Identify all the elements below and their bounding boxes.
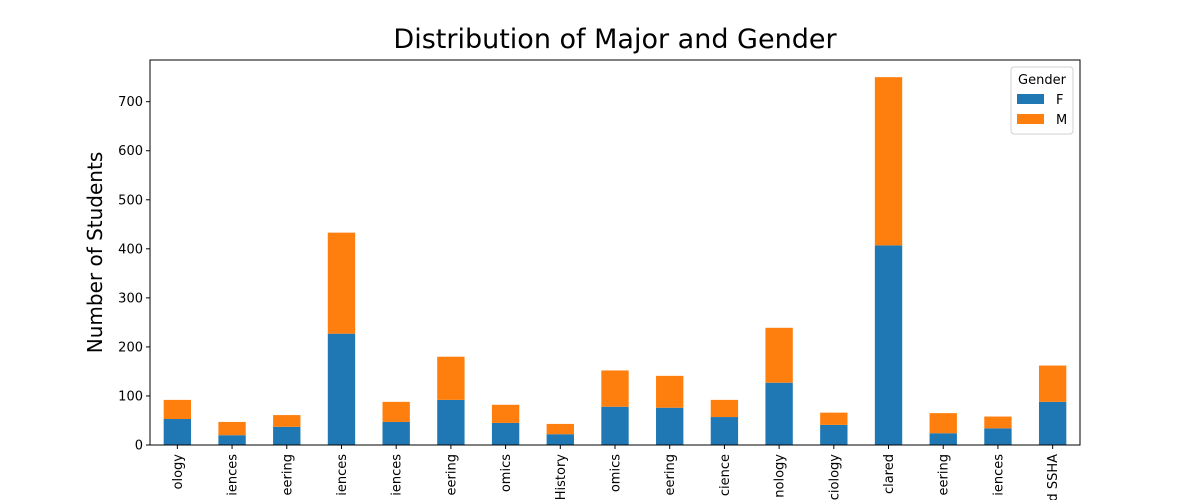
- y-tick-label: 200: [118, 340, 143, 355]
- bar-M-9: [656, 375, 684, 408]
- x-tick-label: iences: [226, 454, 241, 496]
- bar-M-7: [546, 423, 574, 435]
- bar-M-4: [382, 401, 410, 422]
- chart-title: Distribution of Major and Gender: [393, 24, 837, 55]
- bar-M-3: [327, 232, 356, 334]
- legend-swatch-F: [1017, 94, 1044, 104]
- plot-frame: [149, 59, 1081, 446]
- y-tick-label: 0: [135, 439, 143, 454]
- x-tick-label: iences: [335, 454, 350, 496]
- bar-F-15: [984, 428, 1012, 445]
- bar-F-3: [327, 333, 356, 445]
- y-tick-label: 600: [118, 144, 143, 159]
- x-axis: ology iences eering iences iences eering omics…: [171, 445, 1061, 502]
- x-tick-label: eering: [280, 454, 295, 495]
- bars-layer: [163, 77, 1067, 445]
- bar-M-16: [1038, 365, 1067, 402]
- bar-F-13: [874, 245, 903, 445]
- bar-F-5: [437, 399, 465, 445]
- y-tick-label: 400: [118, 242, 143, 257]
- y-tick-label: 500: [118, 193, 143, 208]
- bar-F-2: [273, 426, 301, 445]
- bar-M-0: [163, 399, 192, 420]
- legend-label-F: F: [1056, 93, 1063, 108]
- legend-label-M: M: [1056, 113, 1067, 128]
- bar-M-8: [601, 370, 629, 407]
- x-tick-label: ology: [171, 454, 186, 490]
- bar-M-11: [765, 327, 793, 383]
- x-tick-label: omics: [609, 454, 624, 492]
- legend: Gender FM: [1010, 66, 1074, 135]
- bar-M-5: [437, 356, 465, 400]
- bar-F-4: [382, 421, 410, 445]
- y-tick-label: 700: [118, 95, 143, 110]
- x-tick-label: cience: [718, 454, 733, 496]
- bar-M-2: [273, 415, 301, 427]
- bar-M-13: [874, 77, 903, 246]
- bar-M-10: [710, 399, 739, 418]
- x-tick-label: omics: [499, 454, 514, 492]
- bar-M-14: [929, 413, 957, 434]
- bar-F-0: [163, 419, 192, 445]
- x-tick-label: clared: [882, 454, 897, 494]
- bar-M-15: [984, 416, 1012, 429]
- bar-F-10: [710, 417, 739, 445]
- x-tick-label: ciology: [827, 454, 842, 500]
- y-tick-label: 100: [118, 389, 143, 404]
- y-axis-label: Number of Students: [83, 152, 107, 353]
- x-tick-label: iences: [991, 454, 1006, 496]
- bar-F-11: [765, 382, 793, 445]
- x-tick-label: eering: [444, 454, 459, 495]
- bar-F-14: [929, 433, 957, 445]
- bar-M-6: [491, 404, 520, 423]
- x-tick-label: d SSHA: [1046, 454, 1061, 500]
- bar-F-8: [601, 406, 629, 445]
- bar-F-6: [491, 422, 520, 445]
- bar-F-12: [820, 424, 848, 445]
- x-tick-label: nology: [773, 454, 788, 498]
- bar-F-1: [218, 435, 246, 445]
- x-tick-label: eering: [937, 454, 952, 495]
- bar-F-16: [1038, 401, 1067, 445]
- x-tick-label: iences: [390, 454, 405, 496]
- legend-swatch-M: [1017, 114, 1044, 124]
- y-axis: 0 100 200 300 400 500 600 700: [118, 95, 150, 454]
- legend-title: Gender: [1018, 73, 1067, 88]
- bar-F-9: [656, 407, 684, 445]
- x-tick-label: eering: [663, 454, 678, 495]
- bar-M-1: [218, 421, 246, 436]
- bar-M-12: [820, 412, 848, 425]
- y-tick-label: 300: [118, 291, 143, 306]
- x-tick-label: History: [554, 454, 569, 500]
- bar-F-7: [546, 434, 574, 445]
